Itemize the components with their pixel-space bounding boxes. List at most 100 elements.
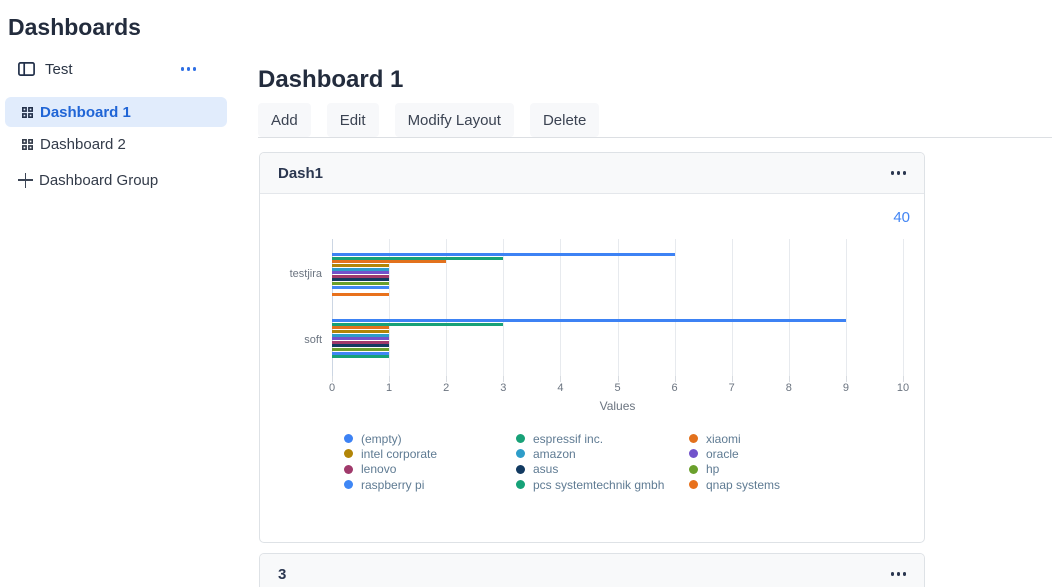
bar <box>332 253 675 256</box>
category-label: soft <box>304 333 322 346</box>
ellipsis-icon[interactable] <box>181 67 196 71</box>
gridline <box>731 239 733 376</box>
tick-mark <box>731 376 733 382</box>
sidebar-item-dashboard-2[interactable]: Dashboard 2 <box>5 130 227 158</box>
sidebar-group-test[interactable]: Test <box>18 57 196 81</box>
gridline <box>503 239 505 376</box>
bar <box>332 348 390 351</box>
tick-mark <box>674 376 676 382</box>
chart-corner-value: 40 <box>893 209 910 226</box>
bar <box>332 337 390 341</box>
bar <box>332 340 390 344</box>
delete-button[interactable]: Delete <box>529 103 600 137</box>
edit-button[interactable]: Edit <box>326 103 379 137</box>
tick-mark <box>446 376 448 382</box>
add-dashboard-group-label: Dashboard Group <box>39 171 159 189</box>
plus-icon <box>18 172 33 188</box>
chart-legend: (empty) intel corporate lenovo raspberry pi… <box>260 431 924 501</box>
widget-3: 3 <box>259 553 925 587</box>
chart-plot <box>332 239 904 382</box>
bar-chart: 40 testjira soft 0 1 2 3 4 5 6 7 8 9 10 Values (emp… <box>260 194 924 542</box>
tick-label: 6 <box>671 382 678 394</box>
tick-mark <box>560 376 562 382</box>
legend-column: xiaomi oracle hp qnap systems <box>689 431 780 492</box>
legend-item[interactable]: intel corporate <box>344 446 437 461</box>
legend-label: espressif inc. <box>533 431 604 446</box>
circle-dot-icon <box>516 434 525 444</box>
ellipsis-icon[interactable] <box>891 171 906 175</box>
dashboard-title: Dashboard 1 <box>258 66 404 93</box>
bar <box>332 319 846 322</box>
tick-mark <box>788 376 790 382</box>
ellipsis-icon[interactable] <box>891 572 906 576</box>
bar <box>332 344 390 348</box>
legend-label: qnap systems <box>706 477 781 492</box>
add-button[interactable]: Add <box>258 103 311 137</box>
tick-label: 2 <box>443 382 450 394</box>
tick-mark <box>903 376 904 382</box>
legend-label: oracle <box>706 446 739 461</box>
tick-mark <box>845 376 847 382</box>
legend-label: (empty) <box>361 431 402 446</box>
legend-item[interactable]: (empty) <box>344 431 437 446</box>
gridline <box>674 239 676 376</box>
grid-icon <box>22 106 33 118</box>
add-dashboard-group-button[interactable]: Dashboard Group <box>18 167 158 193</box>
legend-label: amazon <box>533 446 576 461</box>
bar <box>332 278 390 282</box>
sidebar-item-label: Dashboard 2 <box>40 135 126 153</box>
gridline <box>560 239 562 376</box>
gridline <box>617 239 619 376</box>
circle-dot-icon <box>689 464 698 474</box>
circle-dot-icon <box>689 434 698 444</box>
legend-item[interactable]: asus <box>516 462 664 477</box>
legend-item[interactable]: oracle <box>689 446 780 461</box>
bar <box>332 351 390 355</box>
circle-dot-icon <box>344 464 353 474</box>
legend-item[interactable]: qnap systems <box>689 477 780 492</box>
gridline <box>903 239 904 376</box>
circle-dot-icon <box>344 480 353 490</box>
circle-dot-icon <box>516 464 525 474</box>
gridline <box>788 239 790 376</box>
circle-dot-icon <box>516 480 525 490</box>
sidebar-item-dashboard-1[interactable]: Dashboard 1 <box>5 97 227 127</box>
bar <box>332 285 390 289</box>
tick-label: 5 <box>614 382 621 394</box>
bar <box>332 322 504 326</box>
bar <box>332 274 390 278</box>
legend-item[interactable]: pcs systemtechnik gmbh <box>516 477 664 492</box>
legend-label: lenovo <box>361 462 397 477</box>
legend-item[interactable]: amazon <box>516 446 664 461</box>
widget-dash1: Dash1 40 testjira soft 0 1 2 3 4 5 6 7 8 9 10 Value… <box>259 152 925 543</box>
widget-title: 3 <box>278 565 287 583</box>
circle-dot-icon <box>689 480 698 490</box>
tick-label: 9 <box>842 382 849 394</box>
layout-columns-icon <box>18 62 35 76</box>
tick-mark <box>503 376 505 382</box>
circle-dot-icon <box>344 449 353 459</box>
gridline <box>446 239 448 376</box>
legend-item[interactable]: lenovo <box>344 462 437 477</box>
tick-label: 8 <box>785 382 792 394</box>
bar <box>332 263 390 267</box>
bar <box>332 282 390 285</box>
bar <box>332 256 504 260</box>
sidebar-item-label: Dashboard 1 <box>40 103 131 121</box>
legend-item[interactable]: xiaomi <box>689 431 780 446</box>
legend-column: espressif inc. amazon asus pcs systemtechni… <box>516 431 664 492</box>
bar <box>332 326 390 330</box>
legend-label: asus <box>533 462 559 477</box>
bar <box>332 292 390 296</box>
legend-item[interactable]: espressif inc. <box>516 431 664 446</box>
modify-layout-button[interactable]: Modify Layout <box>394 103 514 137</box>
tick-label: 4 <box>557 382 564 394</box>
circle-dot-icon <box>344 434 353 444</box>
legend-item[interactable]: hp <box>689 462 780 477</box>
bar <box>332 329 390 333</box>
legend-item[interactable]: raspberry pi <box>344 477 437 492</box>
bar-group-soft <box>332 319 903 362</box>
bar <box>332 271 390 275</box>
circle-dot-icon <box>516 449 525 459</box>
